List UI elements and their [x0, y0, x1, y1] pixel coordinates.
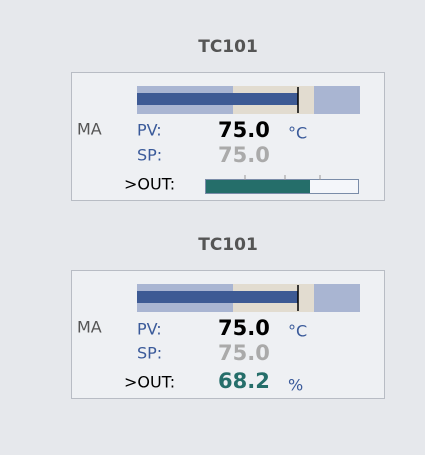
sp-value: 75.0: [218, 143, 270, 167]
sp-value: 75.0: [218, 341, 270, 365]
pv-label: PV:: [137, 320, 162, 339]
pv-value: 75.0: [218, 118, 270, 142]
sp-label: SP:: [137, 146, 162, 165]
pv-bargraph: [137, 284, 360, 312]
mode: MA: [77, 318, 102, 337]
out-label: >OUT:: [124, 373, 175, 392]
bar-range: [314, 284, 360, 312]
bar-range: [314, 86, 360, 114]
pv-unit: °C: [288, 322, 307, 341]
panel-title: TC101: [198, 37, 258, 57]
out-value: 68.2: [218, 369, 270, 393]
pv-unit: °C: [288, 124, 307, 143]
panel-title: TC101: [198, 235, 258, 255]
sp-label: SP:: [137, 344, 162, 363]
out-unit: %: [288, 376, 303, 395]
pv-bar: [137, 291, 298, 303]
out-label: >OUT:: [124, 175, 175, 194]
out-bargraph: [205, 175, 359, 194]
pv-value: 75.0: [218, 316, 270, 340]
pv-bar: [137, 93, 298, 105]
out-bar: [206, 180, 310, 193]
pv-bargraph: [137, 86, 360, 114]
mode: MA: [77, 120, 102, 139]
pv-label: PV:: [137, 121, 162, 140]
